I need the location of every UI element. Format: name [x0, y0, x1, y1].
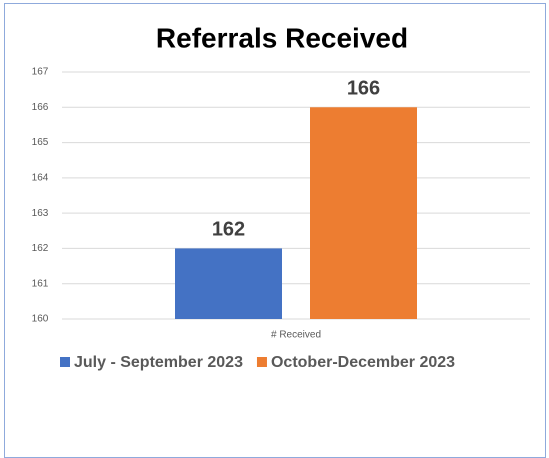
y-tick-label: 161	[32, 278, 49, 289]
legend-label: October-December 2023	[271, 354, 455, 371]
bar	[310, 107, 417, 320]
chart-frame	[4, 3, 546, 458]
x-tick-label: # Received	[271, 330, 321, 341]
y-tick-label: 164	[32, 172, 49, 183]
legend-label: July - September 2023	[74, 354, 243, 371]
y-tick-label: 163	[32, 208, 49, 219]
y-tick-label: 162	[32, 243, 49, 254]
chart-title: Referrals Received	[156, 22, 408, 53]
y-tick-label: 160	[32, 314, 49, 325]
y-tick-label: 165	[32, 137, 49, 148]
legend-swatch	[256, 357, 267, 367]
bar	[175, 248, 282, 319]
y-tick-label: 167	[32, 67, 49, 78]
y-tick-label: 166	[32, 102, 49, 113]
data-label: 166	[347, 78, 380, 100]
data-label: 162	[212, 219, 245, 241]
legend-swatch	[60, 357, 70, 367]
